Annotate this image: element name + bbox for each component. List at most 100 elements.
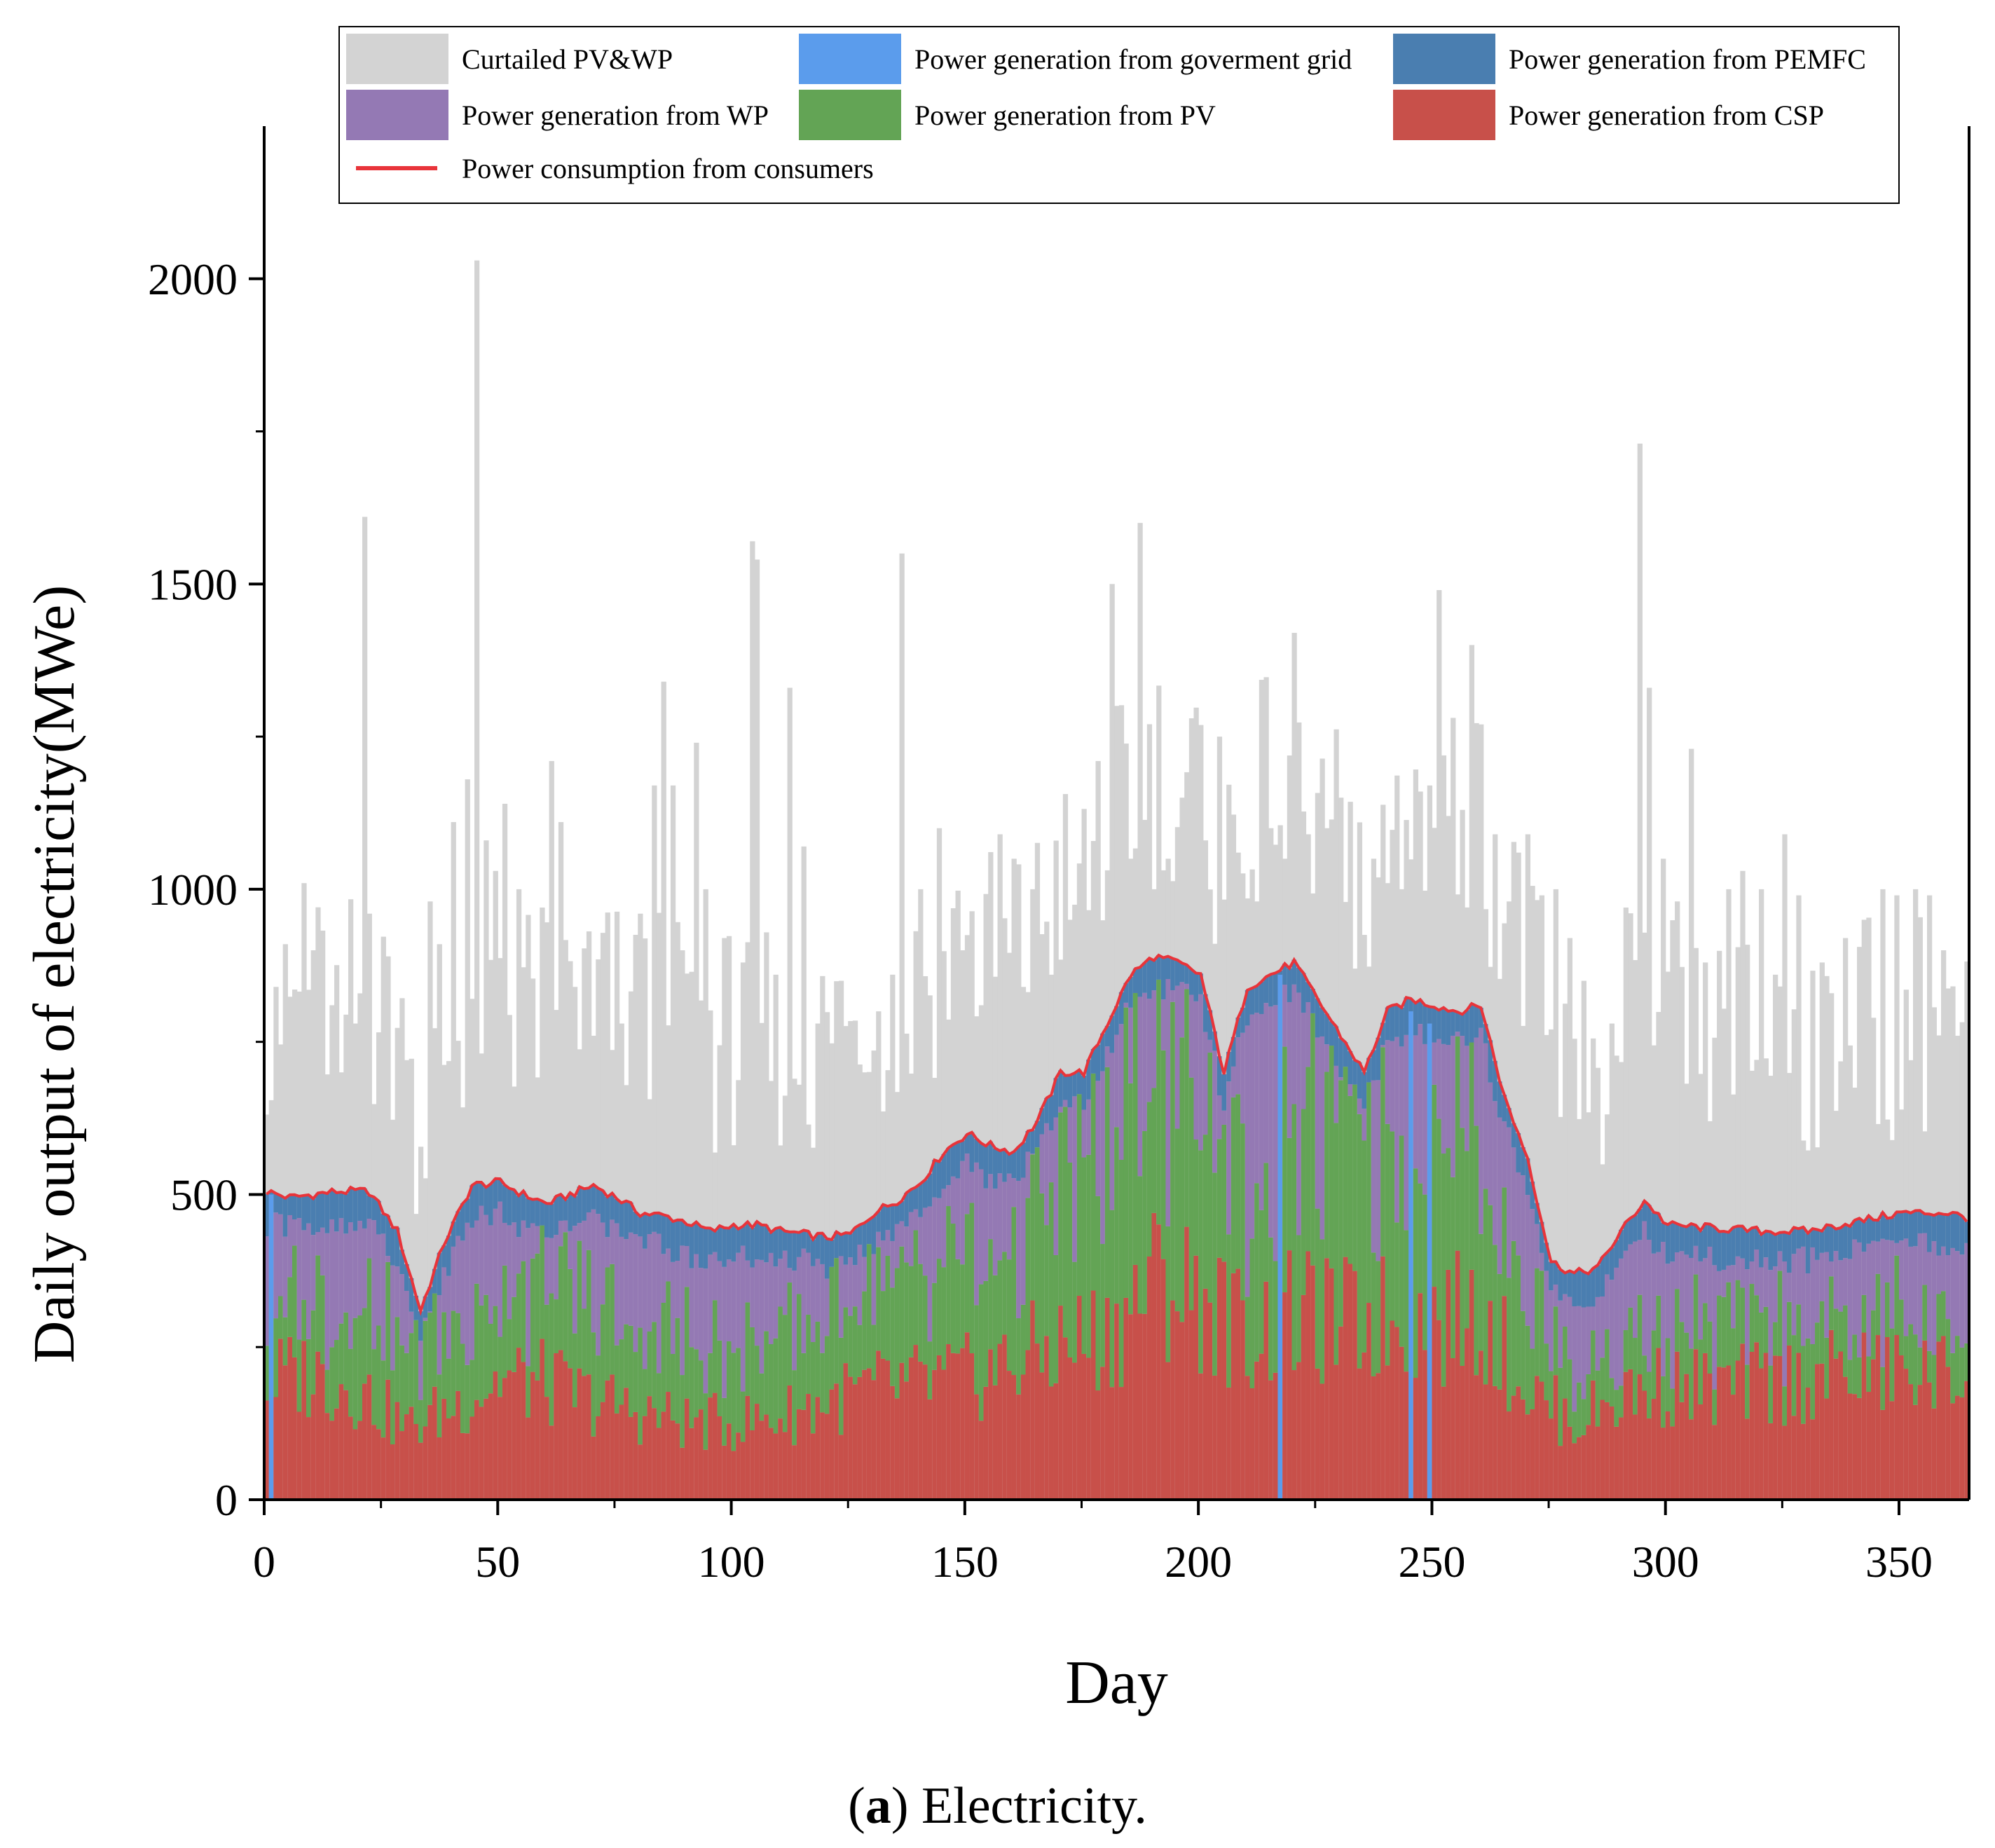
- bar-wp: [1847, 1259, 1853, 1360]
- bar-wp: [502, 1222, 508, 1266]
- bar-wp: [680, 1245, 685, 1376]
- bar-csp: [498, 1397, 503, 1500]
- bar-wp: [1843, 1258, 1849, 1306]
- bar-wp: [1945, 1254, 1951, 1320]
- bar-csp: [1156, 1224, 1162, 1500]
- bar-pv: [1193, 1139, 1199, 1256]
- bar-pemfc: [1263, 976, 1269, 1004]
- bar-csp: [1829, 1329, 1835, 1500]
- bar-csp: [1366, 1303, 1372, 1500]
- bar-wp: [292, 1219, 298, 1246]
- bar-csp: [1670, 1426, 1675, 1500]
- bar-pemfc: [880, 1204, 886, 1241]
- bar-pemfc: [1829, 1225, 1835, 1262]
- bar-pv: [1707, 1321, 1713, 1374]
- bar-pv: [493, 1306, 498, 1371]
- bar-pemfc: [306, 1195, 312, 1224]
- bar-wp: [1628, 1244, 1633, 1308]
- bar-pv: [292, 1245, 298, 1357]
- bar-curtailed: [726, 936, 732, 1500]
- bar-pv: [338, 1323, 344, 1385]
- bar-pemfc: [1521, 1147, 1526, 1176]
- bar-wp: [1899, 1240, 1905, 1300]
- bar-pemfc: [624, 1200, 629, 1240]
- bar-pemfc: [1959, 1216, 1965, 1255]
- bar-wp: [498, 1201, 503, 1337]
- bar-pemfc: [829, 1239, 835, 1267]
- bar-pemfc: [404, 1264, 410, 1291]
- bar-wp: [773, 1266, 779, 1339]
- bar-wp: [740, 1245, 746, 1392]
- bar-csp: [1006, 1371, 1013, 1500]
- bar-pv: [1441, 1154, 1447, 1387]
- bar-pv: [1081, 1157, 1087, 1354]
- bar-pemfc: [418, 1311, 424, 1341]
- bar-wp: [1535, 1224, 1540, 1268]
- bar-pemfc: [1717, 1231, 1722, 1271]
- bar-wp: [446, 1275, 452, 1359]
- bar-pv: [1469, 1042, 1475, 1270]
- bar-pv: [1950, 1353, 1956, 1404]
- bar-wp: [366, 1218, 372, 1259]
- bar-wp: [703, 1268, 708, 1394]
- bar-csp: [1885, 1337, 1891, 1500]
- bar-pemfc: [1352, 1060, 1358, 1085]
- bar-wp: [1188, 994, 1195, 1078]
- bar-pemfc: [1184, 964, 1190, 984]
- bar-pv: [277, 1296, 284, 1339]
- bar-pv: [932, 1282, 938, 1370]
- bar-pemfc: [366, 1195, 372, 1219]
- bar-csp: [796, 1409, 802, 1500]
- bar-wp: [1413, 1035, 1419, 1169]
- bar-wp: [1866, 1243, 1872, 1357]
- bar-pemfc: [689, 1226, 694, 1268]
- bar-curtailed: [661, 681, 666, 1500]
- bar-csp: [983, 1386, 989, 1500]
- bar-pemfc: [894, 1205, 900, 1224]
- bar-csp: [512, 1371, 517, 1500]
- bar-csp: [324, 1413, 330, 1500]
- bar-wp: [1717, 1271, 1722, 1296]
- bar-wp: [1193, 1001, 1199, 1140]
- bar-csp: [376, 1429, 382, 1500]
- bar-pemfc: [1628, 1218, 1633, 1245]
- bar-wp: [745, 1260, 750, 1303]
- bar-pemfc: [1857, 1218, 1863, 1243]
- bar-csp: [1441, 1386, 1447, 1500]
- bar-csp: [540, 1339, 545, 1500]
- bar-pemfc: [955, 1142, 961, 1179]
- bar-pv: [1810, 1344, 1816, 1420]
- bar-pv: [502, 1265, 508, 1378]
- bar-pemfc: [978, 1143, 985, 1170]
- bar-pv: [946, 1206, 952, 1345]
- y-axis-title: Daily output of electricity(MWe): [22, 585, 87, 1364]
- bar-wp: [675, 1261, 680, 1318]
- bar-pv: [1188, 1077, 1195, 1310]
- y-tick-label: 1500: [148, 559, 238, 609]
- bar-pv: [1451, 1177, 1456, 1359]
- bar-pemfc: [698, 1226, 704, 1268]
- bar-csp: [1432, 1287, 1437, 1500]
- bar-pv: [1908, 1324, 1914, 1385]
- bar-pemfc: [437, 1252, 442, 1296]
- bar-wp: [423, 1317, 428, 1321]
- bar-pv: [1586, 1374, 1591, 1425]
- bar-pemfc: [1338, 1038, 1344, 1078]
- bar-pemfc: [1726, 1232, 1732, 1266]
- bar-wp: [1385, 1040, 1391, 1124]
- bar-wp: [1656, 1252, 1661, 1296]
- bar-pemfc: [334, 1193, 340, 1232]
- bar-pemfc: [1801, 1226, 1807, 1247]
- bar-pv: [908, 1266, 914, 1357]
- bar-csp: [1861, 1332, 1867, 1500]
- bar-csp: [1310, 1265, 1316, 1500]
- bar-pemfc: [1305, 982, 1311, 1002]
- bar-csp: [1437, 1320, 1442, 1500]
- bar-csp: [904, 1381, 910, 1500]
- bar-pv: [1703, 1303, 1708, 1353]
- bar-pemfc: [974, 1138, 980, 1163]
- bar-pemfc: [866, 1219, 872, 1245]
- bar-pv: [1945, 1319, 1951, 1367]
- bar-wp: [992, 1189, 999, 1275]
- bar-pemfc: [586, 1188, 592, 1213]
